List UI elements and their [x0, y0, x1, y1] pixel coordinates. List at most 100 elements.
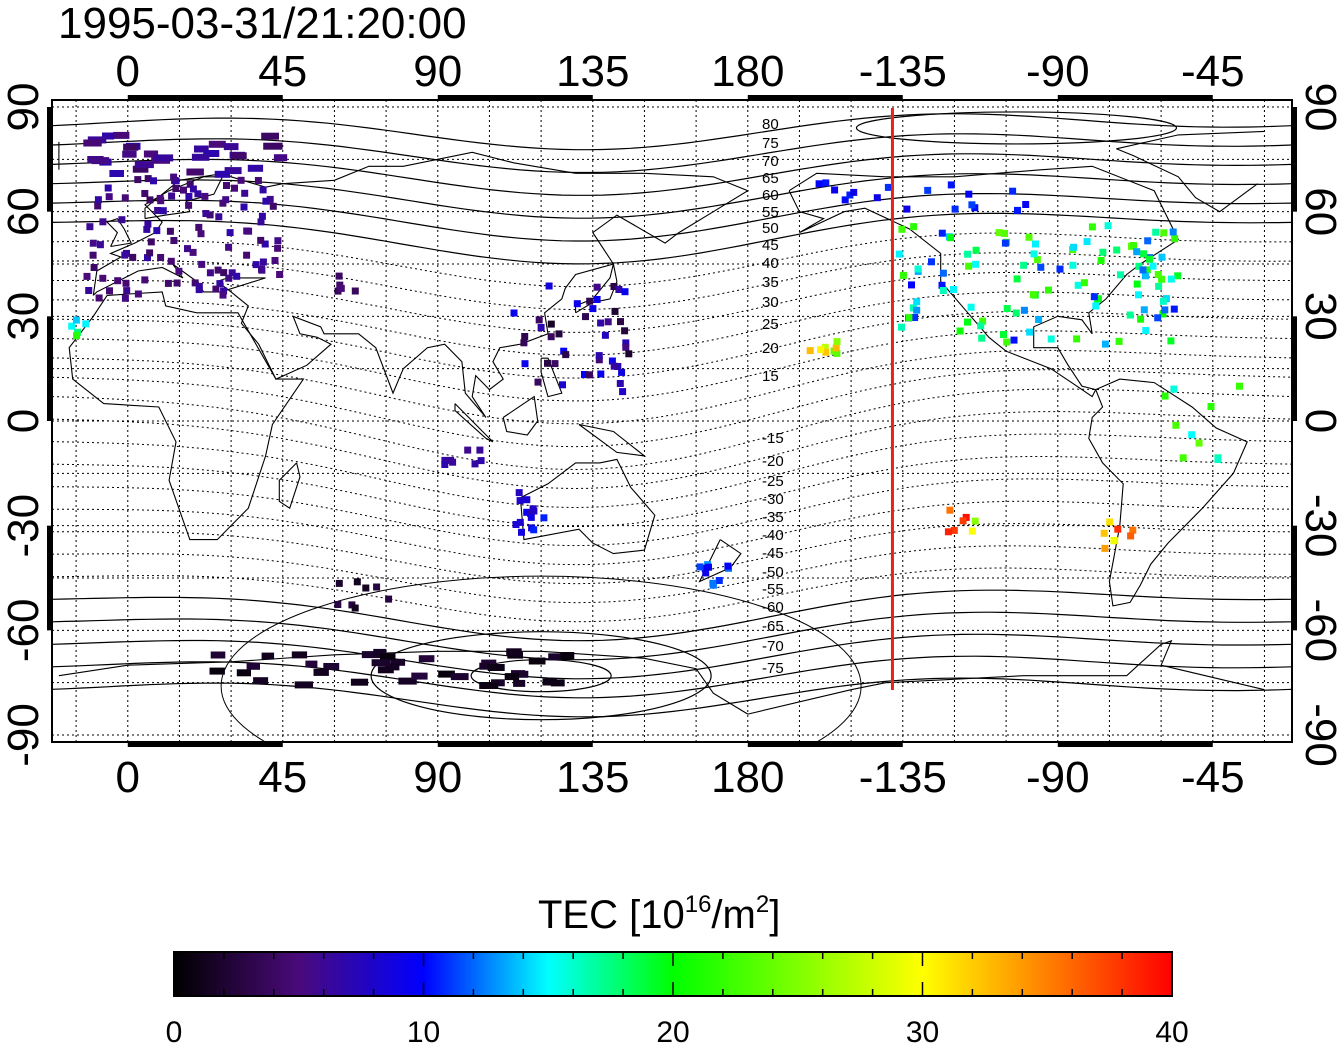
tec-observation — [471, 460, 479, 468]
tec-observation — [1020, 306, 1028, 314]
right-latitude-label: -90 — [1296, 703, 1344, 767]
magnetic-contour-line — [52, 411, 1292, 490]
magnetic-latitude-label: -30 — [762, 491, 784, 508]
tec-observation — [903, 205, 911, 213]
tec-observation — [121, 294, 129, 302]
tec-observation — [337, 284, 345, 292]
magnetic-latitude-label: -60 — [762, 599, 784, 616]
tec-observation — [1094, 295, 1102, 303]
tec-observation — [1207, 403, 1215, 410]
tec-observation — [91, 157, 110, 165]
tec-observation — [521, 333, 529, 340]
tec-observation — [1146, 255, 1153, 263]
tec-observation — [1070, 243, 1078, 251]
tec-observation — [1073, 335, 1081, 343]
tec-observation — [184, 245, 191, 253]
tec-observation — [959, 517, 967, 525]
tec-observation — [380, 653, 396, 661]
tec-observation — [464, 446, 472, 454]
tec-observation — [1012, 309, 1020, 317]
tec-observation — [167, 257, 175, 265]
right-latitude-label: 30 — [1296, 292, 1344, 341]
magnetic-latitude-label: 30 — [762, 294, 779, 311]
tec-observation — [253, 677, 269, 685]
tec-observation — [134, 176, 142, 184]
tec-observation — [274, 244, 282, 252]
tec-observation — [614, 363, 622, 370]
top-longitude-label: 90 — [413, 47, 462, 96]
left-latitude-label: 90 — [0, 83, 48, 132]
tec-observation — [385, 595, 393, 603]
tec-observation — [530, 526, 538, 534]
tec-observation — [225, 274, 233, 282]
colorbar: TEC [1016/m2] 0 10 20 30 40 — [166, 891, 1189, 1048]
tec-observation — [146, 249, 154, 257]
tec-observation — [1026, 328, 1034, 336]
tec-observation — [516, 497, 524, 505]
magnetic-contour-line — [52, 478, 1292, 547]
tec-observation — [411, 672, 428, 680]
colorbar-tick-label: 30 — [906, 1016, 939, 1048]
tec-observation — [593, 283, 601, 291]
tec-observation — [1135, 262, 1143, 270]
tec-observation — [191, 279, 199, 287]
magnetic-contour-line — [52, 567, 1292, 623]
magnetic-contour-line — [52, 153, 1292, 196]
tec-observation — [1025, 233, 1033, 241]
magnetic-latitude-label: -40 — [762, 527, 784, 544]
tec-observation — [1069, 261, 1077, 269]
tec-observation — [157, 254, 165, 261]
tec-observation — [908, 281, 915, 289]
tec-observation — [965, 262, 973, 270]
tec-observation — [527, 513, 535, 521]
tec-observation — [1167, 337, 1175, 345]
magnetic-latitude-label: 65 — [762, 170, 779, 187]
tec-observation — [506, 648, 522, 656]
tec-observation — [1030, 250, 1038, 258]
tec-observation — [972, 260, 980, 268]
left-latitude-label: 60 — [0, 187, 48, 236]
tec-observation — [527, 509, 534, 517]
north-magnetic-pole-oval — [855, 111, 1178, 145]
tec-data-points — [68, 131, 1243, 689]
tec-observation — [123, 249, 130, 257]
tec-observation — [1171, 235, 1179, 243]
tec-observation — [520, 339, 528, 347]
tec-observation — [172, 177, 180, 185]
tec-observation — [1080, 279, 1088, 287]
tec-observation — [104, 184, 112, 192]
tec-observation — [96, 241, 104, 249]
tec-observation — [1142, 327, 1150, 334]
tec-observation — [1167, 275, 1175, 283]
left-latitude-label: -90 — [0, 703, 48, 767]
colorbar-title: TEC [1016/m2] — [538, 891, 780, 937]
tec-observation — [956, 327, 964, 335]
tec-observation — [195, 286, 203, 294]
top-frame-bar — [127, 95, 283, 101]
tec-observation — [544, 359, 551, 367]
tec-observation — [261, 240, 269, 248]
tec-observation — [144, 220, 152, 228]
magnetic-latitude-label: -65 — [762, 618, 784, 635]
tec-observation — [1110, 536, 1118, 544]
tec-observation — [615, 286, 623, 293]
left-latitude-label: 30 — [0, 292, 48, 341]
tec-observation — [1133, 280, 1141, 288]
tec-observation — [236, 669, 251, 677]
tec-observation — [1032, 240, 1039, 248]
tec-observation — [815, 180, 823, 188]
right-frame-bar — [1291, 316, 1297, 421]
magnetic-latitude-label: -15 — [762, 430, 784, 447]
tec-observation — [547, 333, 555, 341]
magnetic-latitude-label: -55 — [762, 581, 784, 598]
colorbar-tick-label: 20 — [656, 1016, 689, 1048]
colorbar-tick-label: 0 — [166, 1016, 183, 1048]
tec-observation — [147, 238, 155, 246]
tec-observation — [273, 154, 288, 162]
left-latitude-label: -30 — [0, 494, 48, 558]
tec-observation — [123, 143, 139, 151]
tec-observation — [1130, 242, 1137, 249]
tec-observation — [144, 175, 152, 183]
magnetic-latitude-label: 80 — [762, 116, 779, 133]
